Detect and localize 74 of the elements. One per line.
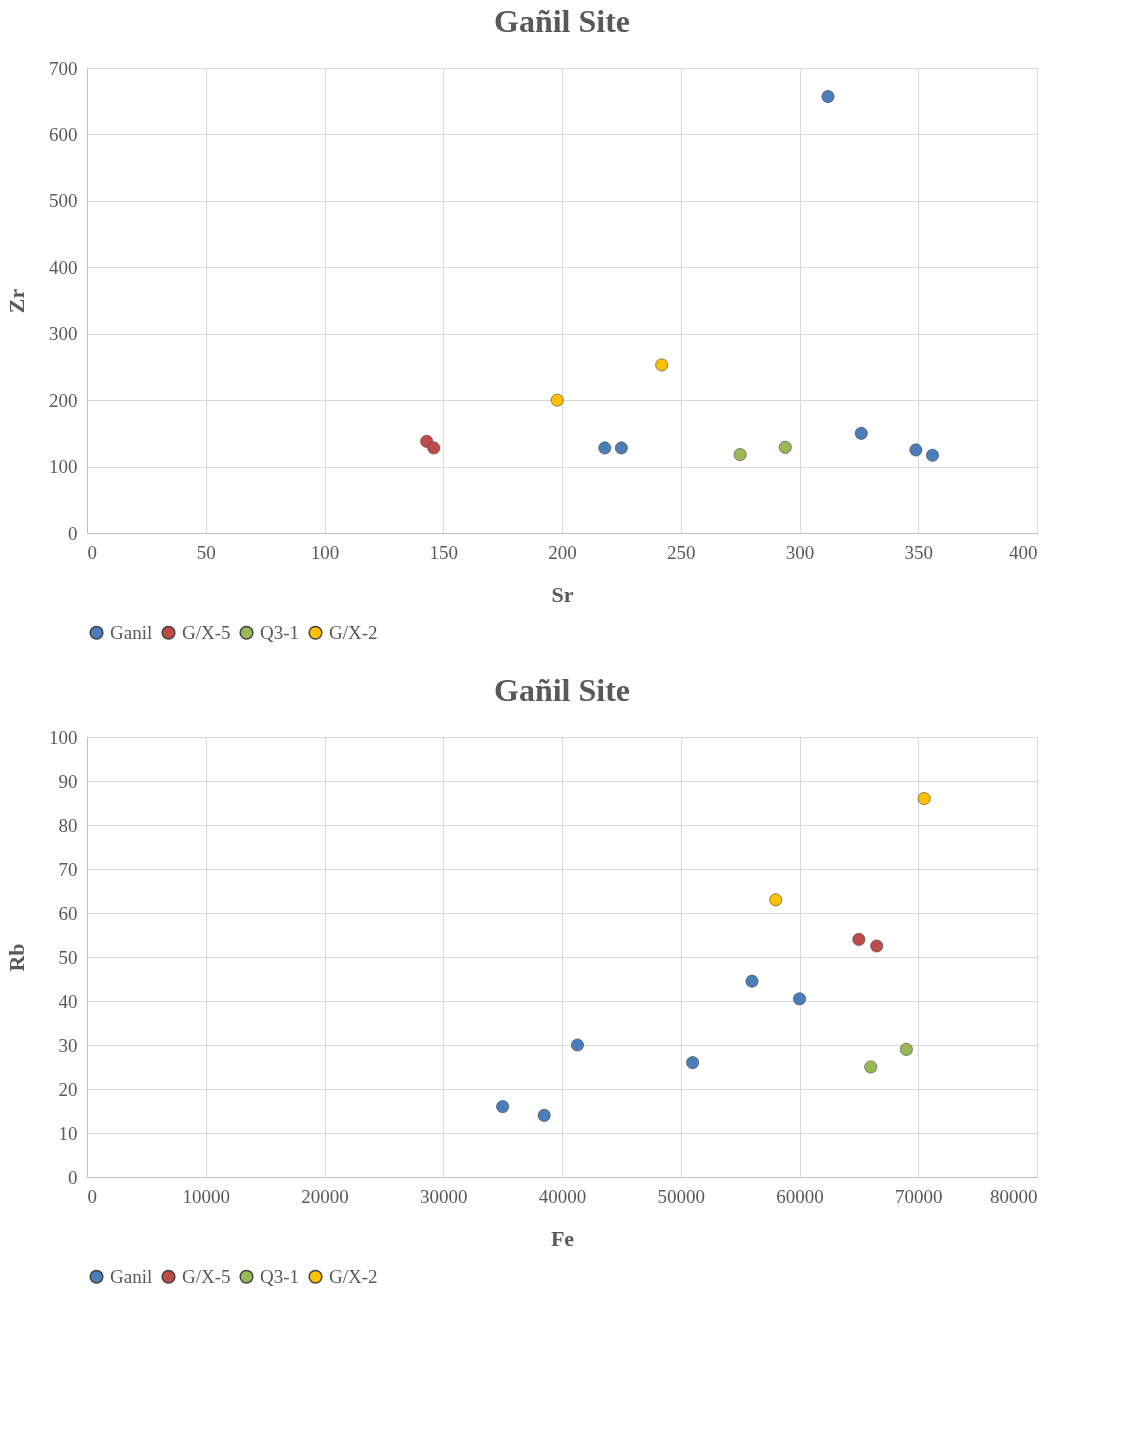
y-tick-label: 10: [58, 1122, 78, 1144]
legend-label: Q3-1: [260, 1265, 300, 1287]
y-tick-label: 600: [49, 123, 78, 145]
x-tick-label: 350: [904, 541, 933, 563]
x-tick-label: 300: [785, 541, 815, 563]
point: [550, 393, 564, 407]
x-tick-label: 60000: [776, 1185, 824, 1207]
point: [733, 448, 747, 462]
chart-title: Gañil Site: [493, 672, 631, 708]
x-tick-label: 40000: [538, 1185, 587, 1207]
x-tick-label: 250: [667, 541, 696, 563]
point: [745, 974, 759, 988]
point: [864, 1060, 878, 1074]
y-tick-label: 200: [49, 389, 78, 411]
y-axis-title: Rb: [4, 943, 29, 972]
y-tick-label: 500: [49, 190, 78, 212]
point: [571, 1038, 584, 1052]
point: [427, 441, 441, 455]
point: [852, 932, 866, 946]
x-tick-label: 400: [1009, 541, 1038, 563]
y-tick-label: 90: [58, 770, 78, 792]
legend-label: G/X-5: [182, 1265, 231, 1287]
x-tick-label: 0: [87, 1185, 97, 1207]
x-tick-label: 50: [196, 541, 216, 563]
x-tick-label: 200: [548, 541, 577, 563]
x-tick-label: 80000: [990, 1185, 1038, 1207]
y-tick-label: 40: [58, 990, 78, 1012]
y-tick-label: 100: [49, 456, 78, 478]
point: [899, 1042, 913, 1056]
x-tick-label: 30000: [420, 1185, 468, 1207]
y-tick-label: 60: [58, 902, 78, 924]
point: [793, 992, 806, 1006]
point: [655, 358, 669, 372]
point: [769, 893, 783, 907]
y-tick-label: 80: [58, 814, 78, 836]
point: [909, 443, 923, 457]
y-tick-label: 50: [58, 946, 78, 968]
y-tick-label: 400: [49, 256, 78, 278]
legend-label: Ganil: [110, 1265, 153, 1287]
chart-title: Gañil Site: [493, 3, 631, 39]
x-tick-label: 150: [429, 541, 458, 563]
legend-label: Q3-1: [260, 621, 300, 643]
point: [917, 792, 931, 806]
x-tick-label: 10000: [182, 1185, 230, 1207]
y-axis-title: Zr: [4, 288, 29, 314]
point: [821, 90, 835, 103]
y-tick-label: 30: [58, 1034, 78, 1056]
point: [870, 939, 884, 953]
x-tick-label: 0: [87, 541, 97, 563]
x-tick-label: 70000: [895, 1185, 943, 1207]
point: [686, 1056, 700, 1070]
y-tick-label: 700: [49, 57, 78, 79]
x-tick-label: 50000: [657, 1185, 705, 1207]
y-tick-label: 0: [68, 522, 78, 544]
legend-label: G/X-2: [329, 621, 378, 643]
legend-label: G/X-2: [329, 1265, 378, 1287]
point: [926, 448, 939, 462]
y-tick-label: 70: [58, 858, 78, 880]
x-tick-label: 100: [310, 541, 340, 563]
x-tick-label: 20000: [301, 1185, 349, 1207]
point: [778, 440, 792, 454]
legend-label: G/X-5: [182, 621, 231, 643]
y-tick-label: 100: [49, 726, 78, 748]
point: [854, 426, 868, 440]
point: [537, 1108, 551, 1122]
point: [598, 441, 612, 455]
y-tick-label: 0: [68, 1166, 78, 1188]
x-axis-title: Sr: [551, 581, 574, 607]
legend-label: Ganil: [110, 621, 153, 643]
y-tick-label: 300: [49, 323, 78, 345]
point: [614, 441, 628, 455]
y-tick-label: 20: [58, 1078, 78, 1100]
x-axis-title: Fe: [550, 1225, 575, 1251]
point: [496, 1100, 510, 1114]
